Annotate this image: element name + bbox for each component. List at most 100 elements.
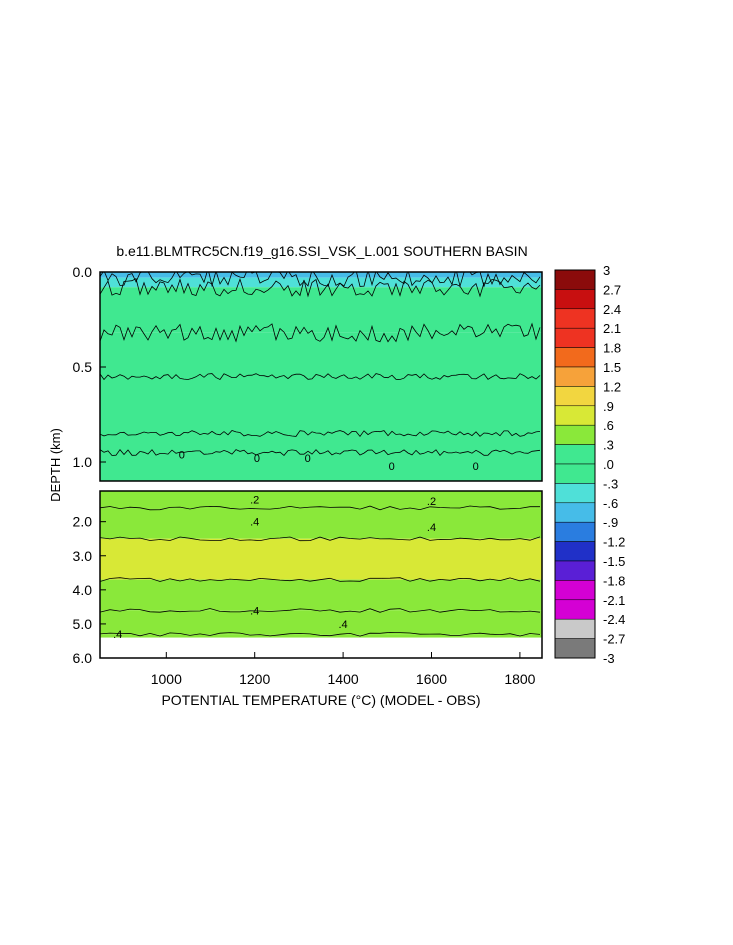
contour-line xyxy=(100,631,541,637)
contour-band xyxy=(100,508,542,539)
colorbar-cell xyxy=(554,386,596,407)
x-axis-ticks: 1000 1200 1400 1600 1800 xyxy=(151,652,536,687)
x-axis-label: POTENTIAL TEMPERATURE (°C) (MODEL - OBS) xyxy=(161,692,480,708)
contour-line xyxy=(100,449,541,457)
contour-label: .4 xyxy=(113,629,122,641)
contour-band xyxy=(100,272,542,278)
colorbar-cell xyxy=(554,521,596,542)
contour-label: 0 xyxy=(473,461,479,473)
colorbar-label: 1.5 xyxy=(603,360,621,375)
colorbar-label: .6 xyxy=(603,418,614,433)
lower-depth-panel: .2 .2 .4 .4 .4 .4 .4 xyxy=(100,491,542,641)
colorbar-label: 2.4 xyxy=(603,302,621,317)
colorbar-cell xyxy=(554,502,596,523)
contour-band xyxy=(100,452,542,481)
colorbar-label: -1.5 xyxy=(603,554,625,569)
colorbar-label: .3 xyxy=(603,438,614,453)
contour-label: 0 xyxy=(305,453,311,465)
upper-panel-frame xyxy=(99,271,543,482)
y-tick-label: 6.0 xyxy=(73,650,93,666)
contour-line xyxy=(100,505,540,511)
contour-label: .4 xyxy=(250,517,259,529)
x-tick-label: 1200 xyxy=(239,671,270,687)
contour-line xyxy=(100,608,541,613)
contour-line xyxy=(100,272,541,288)
colorbar-label: .9 xyxy=(603,399,614,414)
colorbar-cell xyxy=(554,308,596,329)
x-tick-label: 1600 xyxy=(416,671,447,687)
contour-line xyxy=(100,577,541,582)
colorbar-cell xyxy=(554,269,596,290)
contour-label: .4 xyxy=(427,522,436,534)
x-tick-label: 1800 xyxy=(504,671,535,687)
contour-line xyxy=(100,430,541,438)
contour-band xyxy=(100,277,542,288)
x-tick-label: 1000 xyxy=(151,671,182,687)
colorbar-label: -2.1 xyxy=(603,593,625,608)
contour-line xyxy=(100,536,541,542)
colorbar-label: -.6 xyxy=(603,496,618,511)
contour-label: .4 xyxy=(250,605,259,617)
y-axis-ticks: 0.0 0.5 1.0 2.0 3.0 4.0 5.0 6.0 xyxy=(73,264,106,666)
contour-band xyxy=(100,491,542,509)
colorbar-label: 2.7 xyxy=(603,282,621,297)
colorbar-cell xyxy=(554,424,596,445)
y-tick-label: 0.5 xyxy=(73,359,93,375)
colorbar-cell xyxy=(554,463,596,484)
colorbar-cell xyxy=(554,618,596,639)
chart-title: b.e11.BLMTRC5CN.f19_g16.SSI_VSK_L.001 SO… xyxy=(116,243,527,259)
y-axis-label: DEPTH (km) xyxy=(48,428,63,502)
contour-line xyxy=(100,322,541,343)
contour-band xyxy=(100,287,542,333)
contour-band xyxy=(100,579,542,611)
colorbar-label: -2.7 xyxy=(603,632,625,647)
colorbar-cell xyxy=(554,483,596,504)
contour-label: 0 xyxy=(254,453,260,465)
contour-line xyxy=(100,278,541,298)
x-tick-label: 1400 xyxy=(328,671,359,687)
colorbar-label: -1.8 xyxy=(603,573,625,588)
colorbar-cell xyxy=(554,366,596,387)
colorbar-cell xyxy=(554,599,596,620)
colorbar-label: 1.8 xyxy=(603,341,621,356)
colorbar-cell xyxy=(554,289,596,310)
y-tick-label: 1.0 xyxy=(73,454,93,470)
y-tick-label: 4.0 xyxy=(73,582,93,598)
colorbar-cell xyxy=(554,327,596,348)
contour-band xyxy=(100,376,542,434)
colorbar-cell xyxy=(554,638,596,659)
contour-line xyxy=(100,373,541,381)
upper-depth-panel: 000000 xyxy=(100,272,542,481)
colorbar-label: 2.1 xyxy=(603,321,621,336)
contour-band xyxy=(100,332,542,377)
colorbar-cell xyxy=(554,580,596,601)
y-tick-label: 3.0 xyxy=(73,548,93,564)
contour-label: 0 xyxy=(179,449,185,461)
colorbar-cell xyxy=(554,444,596,465)
colorbar-label: 3 xyxy=(603,263,610,278)
y-tick-label: 5.0 xyxy=(73,616,93,632)
contour-band xyxy=(100,538,542,580)
contour-band xyxy=(100,610,542,635)
colorbar: 3 2.7 2.4 2.1 1.8 1.5 1.2 .9 .6 .3 .0 -.3 -.6 -.9 -1.2… xyxy=(554,263,625,666)
colorbar-label: -2.4 xyxy=(603,612,625,627)
colorbar-cell xyxy=(554,541,596,562)
colorbar-label: -3 xyxy=(603,651,615,666)
colorbar-cell xyxy=(554,560,596,581)
y-tick-label: 0.0 xyxy=(73,264,93,280)
contour-label: 0 xyxy=(389,461,395,473)
colorbar-label: -1.2 xyxy=(603,535,625,550)
colorbar-label: 1.2 xyxy=(603,379,621,394)
colorbar-cell xyxy=(554,347,596,368)
contour-band xyxy=(100,433,542,453)
y-tick-label: 2.0 xyxy=(73,514,93,530)
contour-label: .2 xyxy=(250,495,259,507)
colorbar-cell xyxy=(554,405,596,426)
lower-panel-frame xyxy=(99,490,543,659)
contour-label: .2 xyxy=(427,496,436,508)
colorbar-frame xyxy=(554,269,596,659)
contour-label: .4 xyxy=(339,619,348,631)
colorbar-label: -.9 xyxy=(603,515,618,530)
contour-band xyxy=(100,634,542,638)
